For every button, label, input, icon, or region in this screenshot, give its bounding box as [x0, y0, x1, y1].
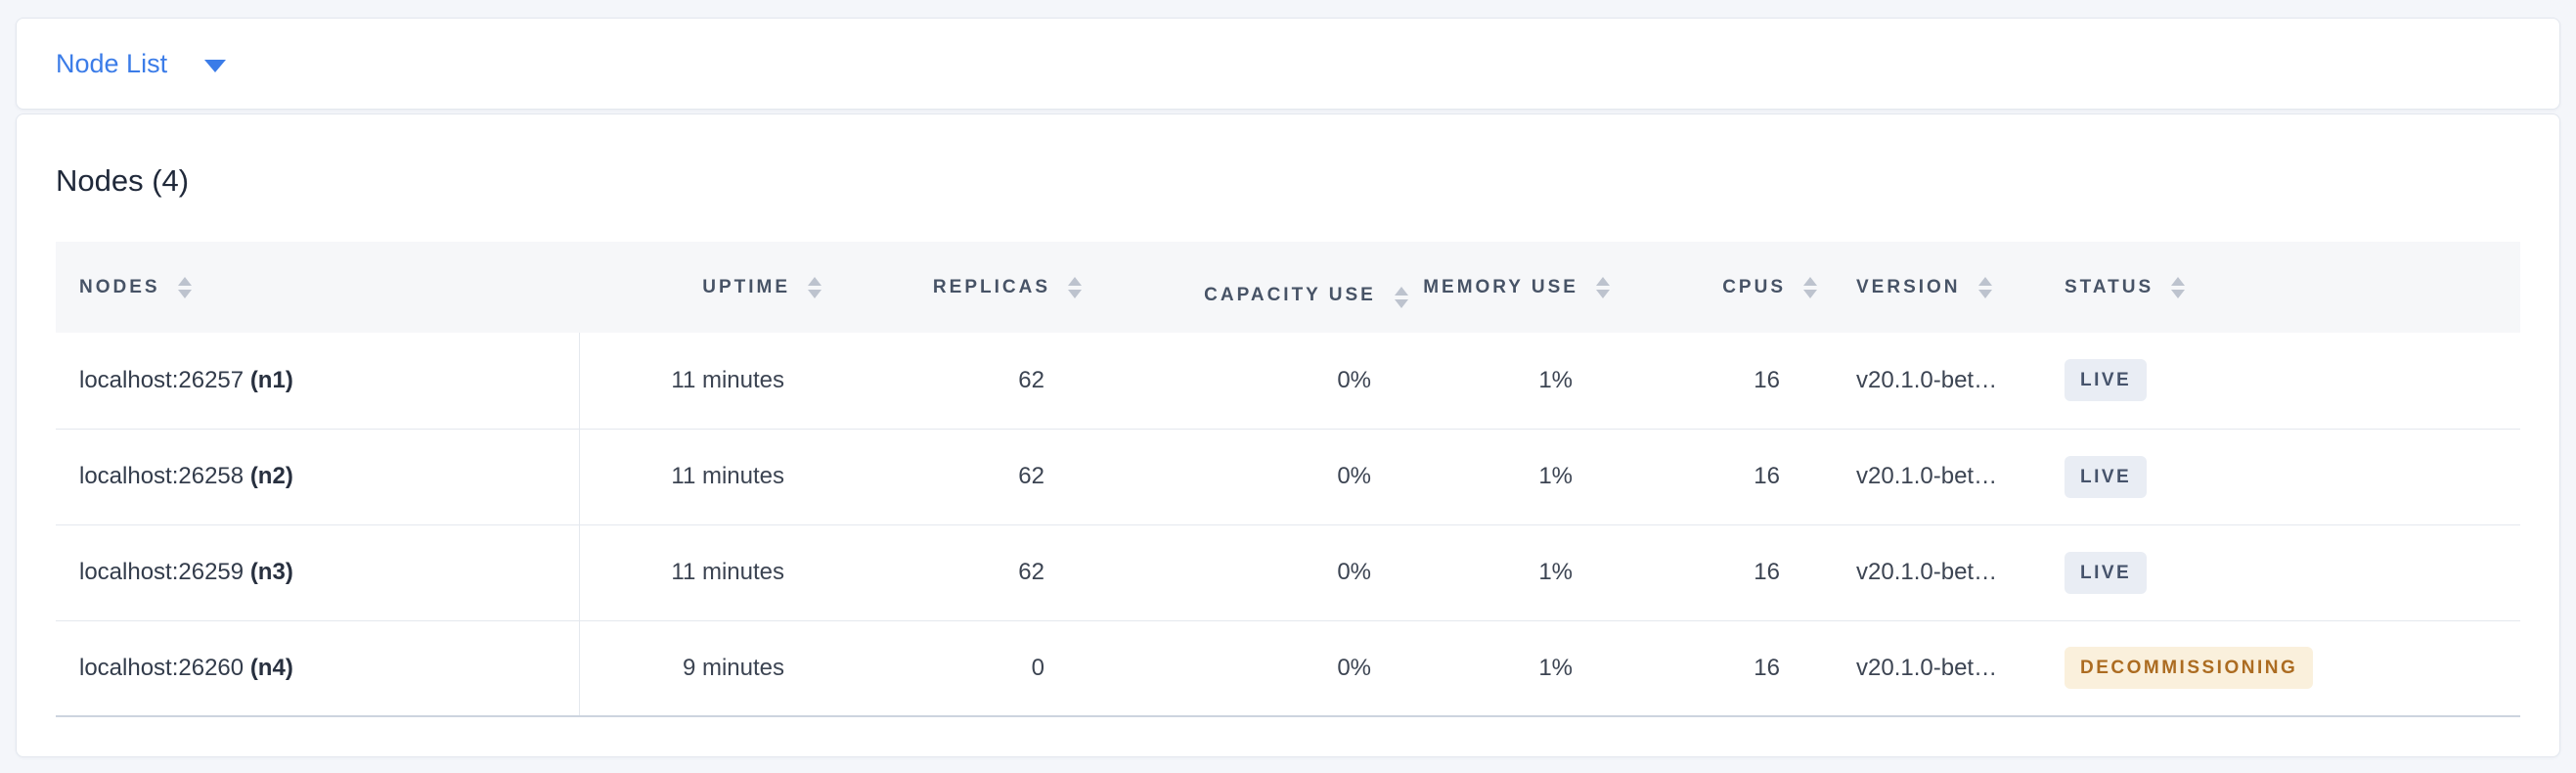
- capacity-use-cell: 0%: [1091, 620, 1418, 717]
- status-badge: DECOMMISSIONING: [2065, 647, 2314, 690]
- node-address-cell: localhost:26257 (n1): [56, 333, 580, 430]
- replicas-cell: 62: [831, 333, 1091, 430]
- node-id: (n2): [249, 463, 293, 489]
- cpus-cell: 16: [1620, 429, 1827, 525]
- sort-icon: [1596, 276, 1610, 298]
- table-header-row: NODES UPTIME REPLICAS: [56, 242, 2520, 333]
- status-cell: LIVE: [2021, 333, 2520, 430]
- memory-use-cell: 1%: [1418, 333, 1620, 430]
- cpus-cell: 16: [1620, 620, 1827, 717]
- status-badge: LIVE: [2065, 359, 2148, 402]
- column-header-status-label: STATUS: [2065, 276, 2154, 297]
- status-cell: DECOMMISSIONING: [2021, 620, 2520, 717]
- memory-use-cell: 1%: [1418, 524, 1620, 621]
- node-address-cell: localhost:26258 (n2): [56, 429, 580, 525]
- version-cell: v20.1.0-bet…: [1827, 620, 2021, 717]
- version-cell: v20.1.0-bet…: [1827, 524, 2021, 621]
- uptime-cell: 11 minutes: [579, 333, 831, 430]
- cpus-cell: 16: [1620, 333, 1827, 430]
- column-header-memory-use[interactable]: MEMORY USE: [1418, 242, 1620, 333]
- sort-icon: [2171, 276, 2186, 298]
- node-address: localhost:26258: [79, 463, 244, 489]
- node-list-dropdown-label: Node List: [56, 48, 168, 78]
- replicas-cell: 62: [831, 429, 1091, 525]
- version-cell: v20.1.0-bet…: [1827, 429, 2021, 525]
- column-header-cpus[interactable]: CPUS: [1620, 242, 1827, 333]
- sort-icon: [177, 276, 192, 298]
- sort-icon: [1977, 276, 1992, 298]
- column-header-uptime-label: UPTIME: [702, 276, 790, 297]
- column-header-capacity-use-label: CAPACITY USE: [1204, 285, 1376, 306]
- table-row: localhost:26259 (n3) 11 minutes 62 0% 1%…: [56, 524, 2520, 621]
- table-row: localhost:26260 (n4) 9 minutes 0 0% 1% 1…: [56, 620, 2520, 717]
- cpus-cell: 16: [1620, 524, 1827, 621]
- sort-icon: [1395, 287, 1408, 309]
- status-cell: LIVE: [2021, 524, 2520, 621]
- sort-icon: [1068, 276, 1082, 298]
- replicas-cell: 0: [831, 620, 1091, 717]
- column-header-version[interactable]: VERSION: [1827, 242, 2021, 333]
- replicas-cell: 62: [831, 524, 1091, 621]
- node-address-cell: localhost:26259 (n3): [56, 524, 580, 621]
- column-header-uptime[interactable]: UPTIME: [579, 242, 831, 333]
- view-selector-bar: Node List: [16, 18, 2560, 110]
- node-id: (n1): [249, 366, 293, 393]
- column-header-cpus-label: CPUS: [1722, 276, 1786, 297]
- page-title: Nodes (4): [56, 163, 190, 198]
- caret-down-icon: [204, 60, 227, 72]
- column-header-memory-use-label: MEMORY USE: [1423, 276, 1578, 297]
- status-badge: LIVE: [2065, 455, 2148, 498]
- node-address: localhost:26260: [79, 654, 244, 681]
- node-address: localhost:26259: [79, 559, 244, 585]
- column-header-nodes-label: NODES: [79, 276, 160, 297]
- node-address-cell: localhost:26260 (n4): [56, 620, 580, 717]
- table-row: localhost:26257 (n1) 11 minutes 62 0% 1%…: [56, 333, 2520, 430]
- column-header-replicas-label: REPLICAS: [932, 276, 1050, 297]
- capacity-use-cell: 0%: [1091, 524, 1418, 621]
- sort-icon: [808, 276, 822, 298]
- node-id: (n4): [249, 654, 293, 681]
- version-cell: v20.1.0-bet…: [1827, 333, 2021, 430]
- column-header-replicas[interactable]: REPLICAS: [831, 242, 1091, 333]
- column-header-status[interactable]: STATUS: [2021, 242, 2520, 333]
- memory-use-cell: 1%: [1418, 620, 1620, 717]
- nodes-table: NODES UPTIME REPLICAS: [56, 242, 2520, 717]
- sort-icon: [1803, 276, 1817, 298]
- uptime-cell: 11 minutes: [579, 429, 831, 525]
- node-id: (n3): [249, 559, 293, 585]
- capacity-use-cell: 0%: [1091, 429, 1418, 525]
- column-header-capacity-use[interactable]: CAPACITY USE: [1091, 242, 1418, 333]
- status-cell: LIVE: [2021, 429, 2520, 525]
- node-list-dropdown[interactable]: Node List: [56, 48, 227, 79]
- memory-use-cell: 1%: [1418, 429, 1620, 525]
- node-address: localhost:26257: [79, 366, 244, 393]
- uptime-cell: 11 minutes: [579, 524, 831, 621]
- capacity-use-cell: 0%: [1091, 333, 1418, 430]
- status-badge: LIVE: [2065, 551, 2148, 594]
- nodes-panel: Nodes (4) NODES UPTIME: [16, 114, 2560, 757]
- column-header-version-label: VERSION: [1856, 276, 1961, 297]
- uptime-cell: 9 minutes: [579, 620, 831, 717]
- column-header-nodes[interactable]: NODES: [56, 242, 579, 333]
- table-row: localhost:26258 (n2) 11 minutes 62 0% 1%…: [56, 429, 2520, 525]
